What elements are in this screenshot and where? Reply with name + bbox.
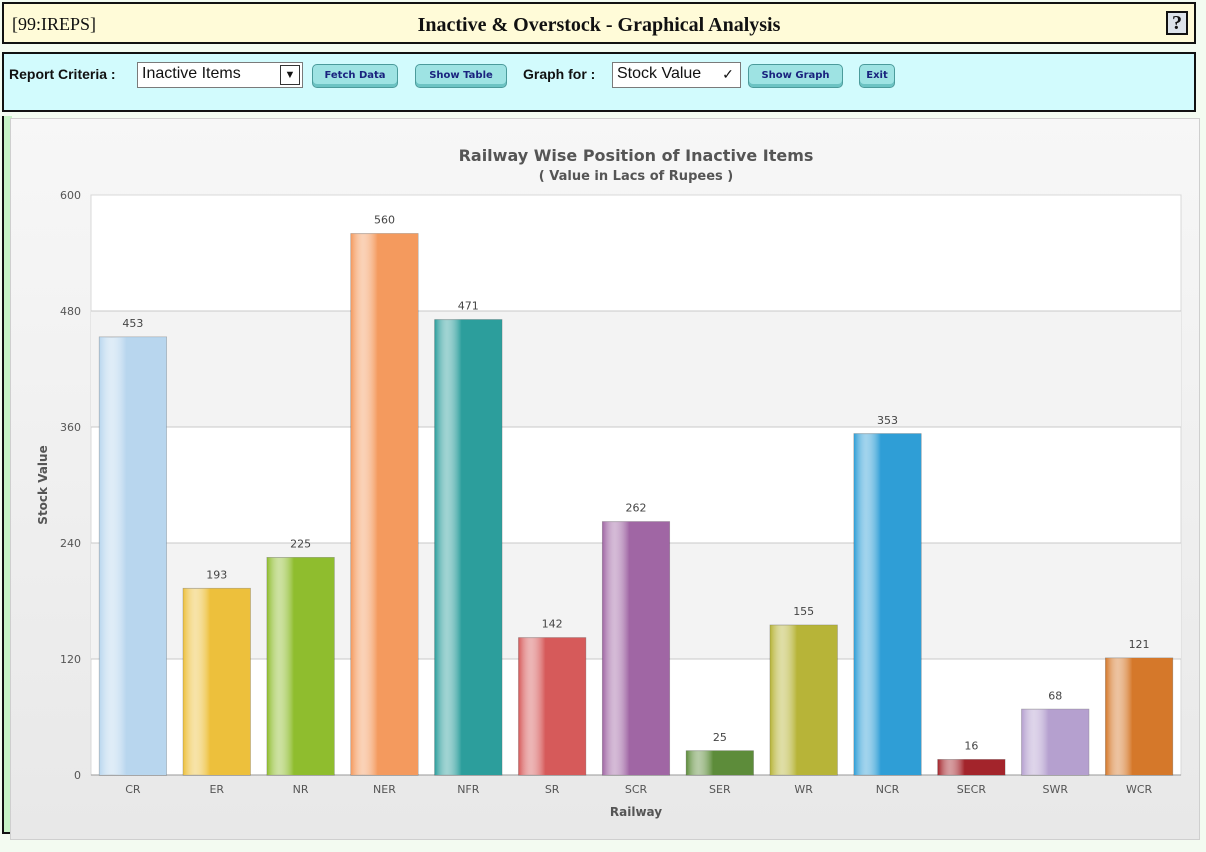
chart-subtitle: ( Value in Lacs of Rupees )	[539, 169, 733, 184]
bar-chart: 0 120 240 360 480 600 453 CR 193 ER 225 NR 560 NER 47…	[36, 146, 1182, 819]
data-label: 68	[1048, 689, 1062, 702]
data-label: 142	[542, 618, 563, 631]
data-label: 25	[713, 731, 727, 744]
grid-band	[91, 311, 1181, 427]
page-title: Inactive & Overstock - Graphical Analysi…	[417, 14, 781, 36]
chart-panel: 0 120 240 360 480 600 453 CR 193 ER 225 NR 560 NER 47…	[10, 118, 1200, 840]
y-tick-label: 360	[60, 421, 81, 434]
app-code: [99:IREPS]	[12, 14, 97, 34]
data-label: 155	[793, 605, 814, 618]
bar-shine-swr	[1021, 709, 1089, 775]
y-tick-label: 0	[74, 769, 81, 782]
title-bar: [99:IREPS] Inactive & Overstock - Graphi…	[2, 2, 1196, 44]
x-tick-label: SER	[709, 783, 731, 796]
data-label: 560	[374, 214, 395, 227]
fetch-data-button[interactable]: Fetch Data	[312, 64, 398, 88]
bar-shine-wr	[770, 625, 838, 775]
x-tick-label: NFR	[457, 783, 480, 796]
data-label: 262	[626, 502, 647, 515]
x-tick-label: WR	[794, 783, 813, 796]
chevron-down-icon: ▼	[280, 65, 300, 85]
x-axis-label: Railway	[610, 805, 662, 819]
bar-shine-ser	[686, 750, 754, 775]
exit-button[interactable]: Exit	[859, 64, 895, 88]
help-button[interactable]: ?	[1166, 11, 1188, 35]
y-tick-label: 480	[60, 305, 81, 318]
bar-shine-wcr	[1105, 658, 1173, 775]
x-tick-label: WCR	[1126, 783, 1153, 796]
graph-for-select[interactable]: Stock Value ✓	[612, 62, 741, 88]
bar-shine-ner	[350, 233, 418, 776]
report-criteria-label: Report Criteria :	[9, 66, 116, 82]
x-tick-label: ER	[209, 783, 224, 796]
y-tick-label: 120	[60, 653, 81, 666]
x-tick-label: SCR	[625, 783, 648, 796]
data-label: 225	[290, 538, 311, 551]
x-tick-label: SR	[545, 783, 560, 796]
report-criteria-select[interactable]: Inactive Items ▼	[137, 62, 303, 88]
data-label: 471	[458, 300, 479, 313]
show-table-button[interactable]: Show Table	[415, 64, 507, 88]
bar-shine-secr	[937, 759, 1005, 775]
x-tick-label: CR	[125, 783, 141, 796]
x-tick-label: NER	[373, 783, 396, 796]
chart-title: Railway Wise Position of Inactive Items	[459, 146, 814, 165]
graph-for-label: Graph for :	[523, 66, 596, 82]
data-label: 353	[877, 414, 898, 427]
data-label: 193	[206, 568, 227, 581]
y-tick-label: 600	[60, 189, 81, 202]
y-axis-label: Stock Value	[36, 445, 50, 524]
graph-for-value: Stock Value	[617, 65, 702, 82]
bar-shine-nfr	[434, 319, 502, 775]
bar-shine-er	[183, 588, 251, 775]
bar-shine-nr	[267, 557, 335, 775]
x-tick-label: SWR	[1042, 783, 1068, 796]
left-frame-stripe	[2, 116, 12, 834]
data-label: 121	[1129, 638, 1150, 651]
show-graph-button[interactable]: Show Graph	[748, 64, 843, 88]
y-tick-label: 240	[60, 537, 81, 550]
x-tick-label: NCR	[876, 783, 900, 796]
data-label: 16	[964, 740, 978, 753]
bar-shine-sr	[518, 637, 586, 775]
report-criteria-value: Inactive Items	[142, 65, 241, 82]
bar-shine-cr	[99, 337, 167, 775]
data-label: 453	[122, 317, 143, 330]
x-tick-label: SECR	[957, 783, 987, 796]
bar-shine-scr	[602, 521, 670, 775]
chevron-down-icon: ✓	[718, 65, 738, 85]
criteria-toolbar: Report Criteria : Inactive Items ▼ Fetch…	[2, 52, 1196, 112]
bar-shine-ncr	[854, 433, 922, 775]
x-tick-label: NR	[293, 783, 309, 796]
